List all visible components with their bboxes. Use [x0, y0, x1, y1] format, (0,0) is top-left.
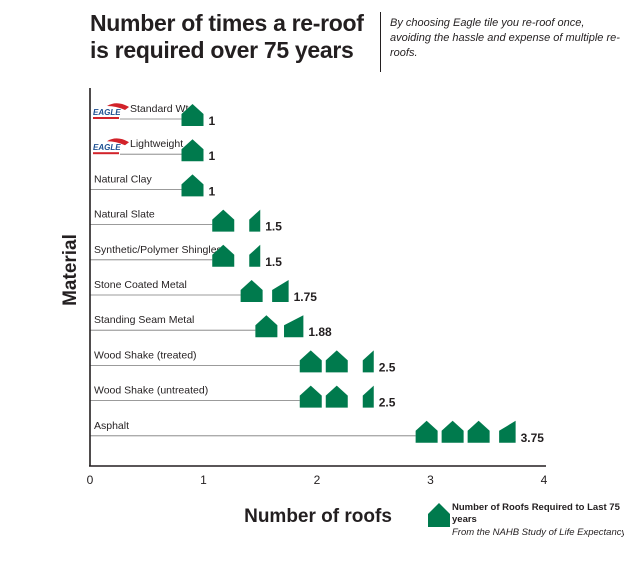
x-tick-label: 0 — [87, 473, 94, 487]
data-row: Asphalt 3.75 — [90, 420, 544, 445]
eagle-logo: EAGLE — [93, 138, 129, 155]
chart-subtitle: By choosing Eagle tile you re-roof once,… — [390, 17, 620, 59]
data-row: Natural Slate 1.5 — [90, 209, 282, 234]
x-tick-label: 1 — [200, 473, 207, 487]
house-mark — [415, 420, 438, 443]
legend-title: Number of Roofs Required to Last 75 year… — [452, 502, 620, 525]
house-mark — [181, 139, 204, 162]
value-label: 1.5 — [265, 255, 282, 269]
house-mark — [181, 104, 204, 126]
x-tick-label: 4 — [541, 473, 548, 487]
category-label: Lightweight — [130, 138, 183, 150]
house-mark — [240, 280, 263, 302]
data-row: Stone Coated Metal 1.75 — [90, 279, 317, 304]
value-label: 2.5 — [379, 396, 396, 410]
legend-source: From the NAHB Study of Life Expectancy — [452, 527, 624, 538]
category-label: Standing Seam Metal — [94, 314, 194, 326]
house-mark — [441, 420, 464, 443]
x-axis-label: Number of roofs — [244, 506, 392, 527]
value-label: 1.75 — [294, 290, 318, 304]
chart-title: Number of times a re-roof is required ov… — [90, 10, 364, 63]
x-tick-label: 3 — [427, 473, 434, 487]
house-icon — [428, 503, 450, 527]
data-row: EAGLE Lightweight 1 — [93, 138, 216, 163]
data-row: Standing Seam Metal 1.88 — [90, 314, 332, 339]
value-label: 3.75 — [521, 431, 545, 445]
category-label: Synthetic/Polymer Shingles — [94, 244, 222, 256]
x-tick-label: 2 — [314, 473, 321, 487]
data-row: Synthetic/Polymer Shingles 1.5 — [90, 244, 282, 269]
house-mark-partial — [362, 350, 374, 373]
house-mark-partial — [284, 315, 304, 338]
value-label: 1 — [209, 114, 216, 128]
x-tick-labels: 0 1 2 3 4 — [87, 473, 548, 487]
house-mark — [181, 174, 204, 197]
category-label: Natural Clay — [94, 173, 153, 185]
y-axis-label: Material — [60, 234, 81, 306]
category-label: Standard Wt. — [130, 103, 191, 115]
data-row: Wood Shake (untreated) 2.5 — [90, 385, 396, 410]
eagle-logo-text: EAGLE — [93, 143, 121, 152]
house-mark — [255, 315, 278, 338]
house-mark — [212, 244, 235, 267]
house-mark — [467, 420, 490, 443]
house-mark-partial — [249, 244, 261, 267]
title-divider — [380, 12, 381, 72]
eagle-logo-text: EAGLE — [93, 108, 121, 117]
house-mark-partial — [499, 420, 516, 443]
house-mark-partial — [272, 280, 289, 302]
eagle-logo: EAGLE — [93, 103, 129, 119]
house-mark — [325, 385, 348, 408]
house-mark-partial — [249, 209, 261, 232]
value-label: 1 — [209, 149, 216, 163]
data-row: Natural Clay 1 — [90, 173, 216, 198]
house-mark — [212, 209, 235, 232]
house-mark-partial — [362, 385, 374, 408]
value-label: 1.88 — [308, 325, 332, 339]
category-label: Wood Shake (treated) — [94, 349, 197, 361]
value-label: 1 — [209, 184, 216, 198]
value-label: 2.5 — [379, 360, 396, 374]
house-mark — [325, 350, 348, 373]
house-mark — [299, 385, 322, 408]
category-label: Stone Coated Metal — [94, 279, 187, 291]
house-mark — [299, 350, 322, 373]
data-row: Wood Shake (treated) 2.5 — [90, 349, 396, 374]
category-label: Asphalt — [94, 420, 129, 432]
data-row: EAGLE Standard Wt. 1 — [93, 103, 216, 128]
category-label: Wood Shake (untreated) — [94, 385, 208, 397]
category-label: Natural Slate — [94, 209, 155, 221]
value-label: 1.5 — [265, 220, 282, 234]
